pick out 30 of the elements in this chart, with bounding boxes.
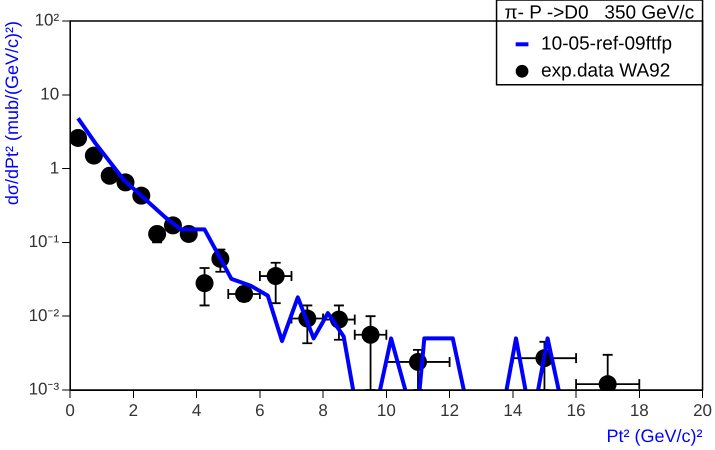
point <box>362 326 380 344</box>
y-tick-label: 1 <box>50 158 60 178</box>
y-tick-label: 10 <box>40 84 60 104</box>
y-axis-title: dσ/dPt² (mub/(GeV/c)²) <box>2 21 22 206</box>
x-tick-label: 18 <box>630 400 649 420</box>
legend-label: exp.data WA92 <box>541 60 670 82</box>
point <box>84 146 103 165</box>
x-tick-label: 12 <box>440 400 460 420</box>
y-tick-label: 10⁻² <box>28 306 60 325</box>
x-tick-label: 2 <box>128 400 138 420</box>
x-tick-label: 4 <box>192 400 202 420</box>
x-tick-label: 14 <box>503 400 522 420</box>
y-tick-label: 10⁻¹ <box>28 232 60 252</box>
point <box>266 267 285 286</box>
point <box>70 128 88 147</box>
x-axis-title: Pt² (GeV/c)² <box>606 426 703 446</box>
y-tick-label: 10² <box>34 10 60 30</box>
point <box>148 224 166 243</box>
x-tick-label: 16 <box>566 400 586 420</box>
x-tick-label: 0 <box>65 400 75 420</box>
point <box>196 274 214 292</box>
x-tick-label: 8 <box>318 400 328 420</box>
y-tick-label: 10⁻³ <box>28 380 60 399</box>
legend-label: 10-05-ref-09ftfp <box>541 34 672 55</box>
x-tick-label: 20 <box>693 400 712 420</box>
x-tick-label: 10 <box>376 400 396 420</box>
point <box>100 166 119 185</box>
x-tick-label: 6 <box>255 400 265 420</box>
point <box>235 284 254 303</box>
legend-title: π- P ->D0 350 GeV/c <box>504 2 694 24</box>
